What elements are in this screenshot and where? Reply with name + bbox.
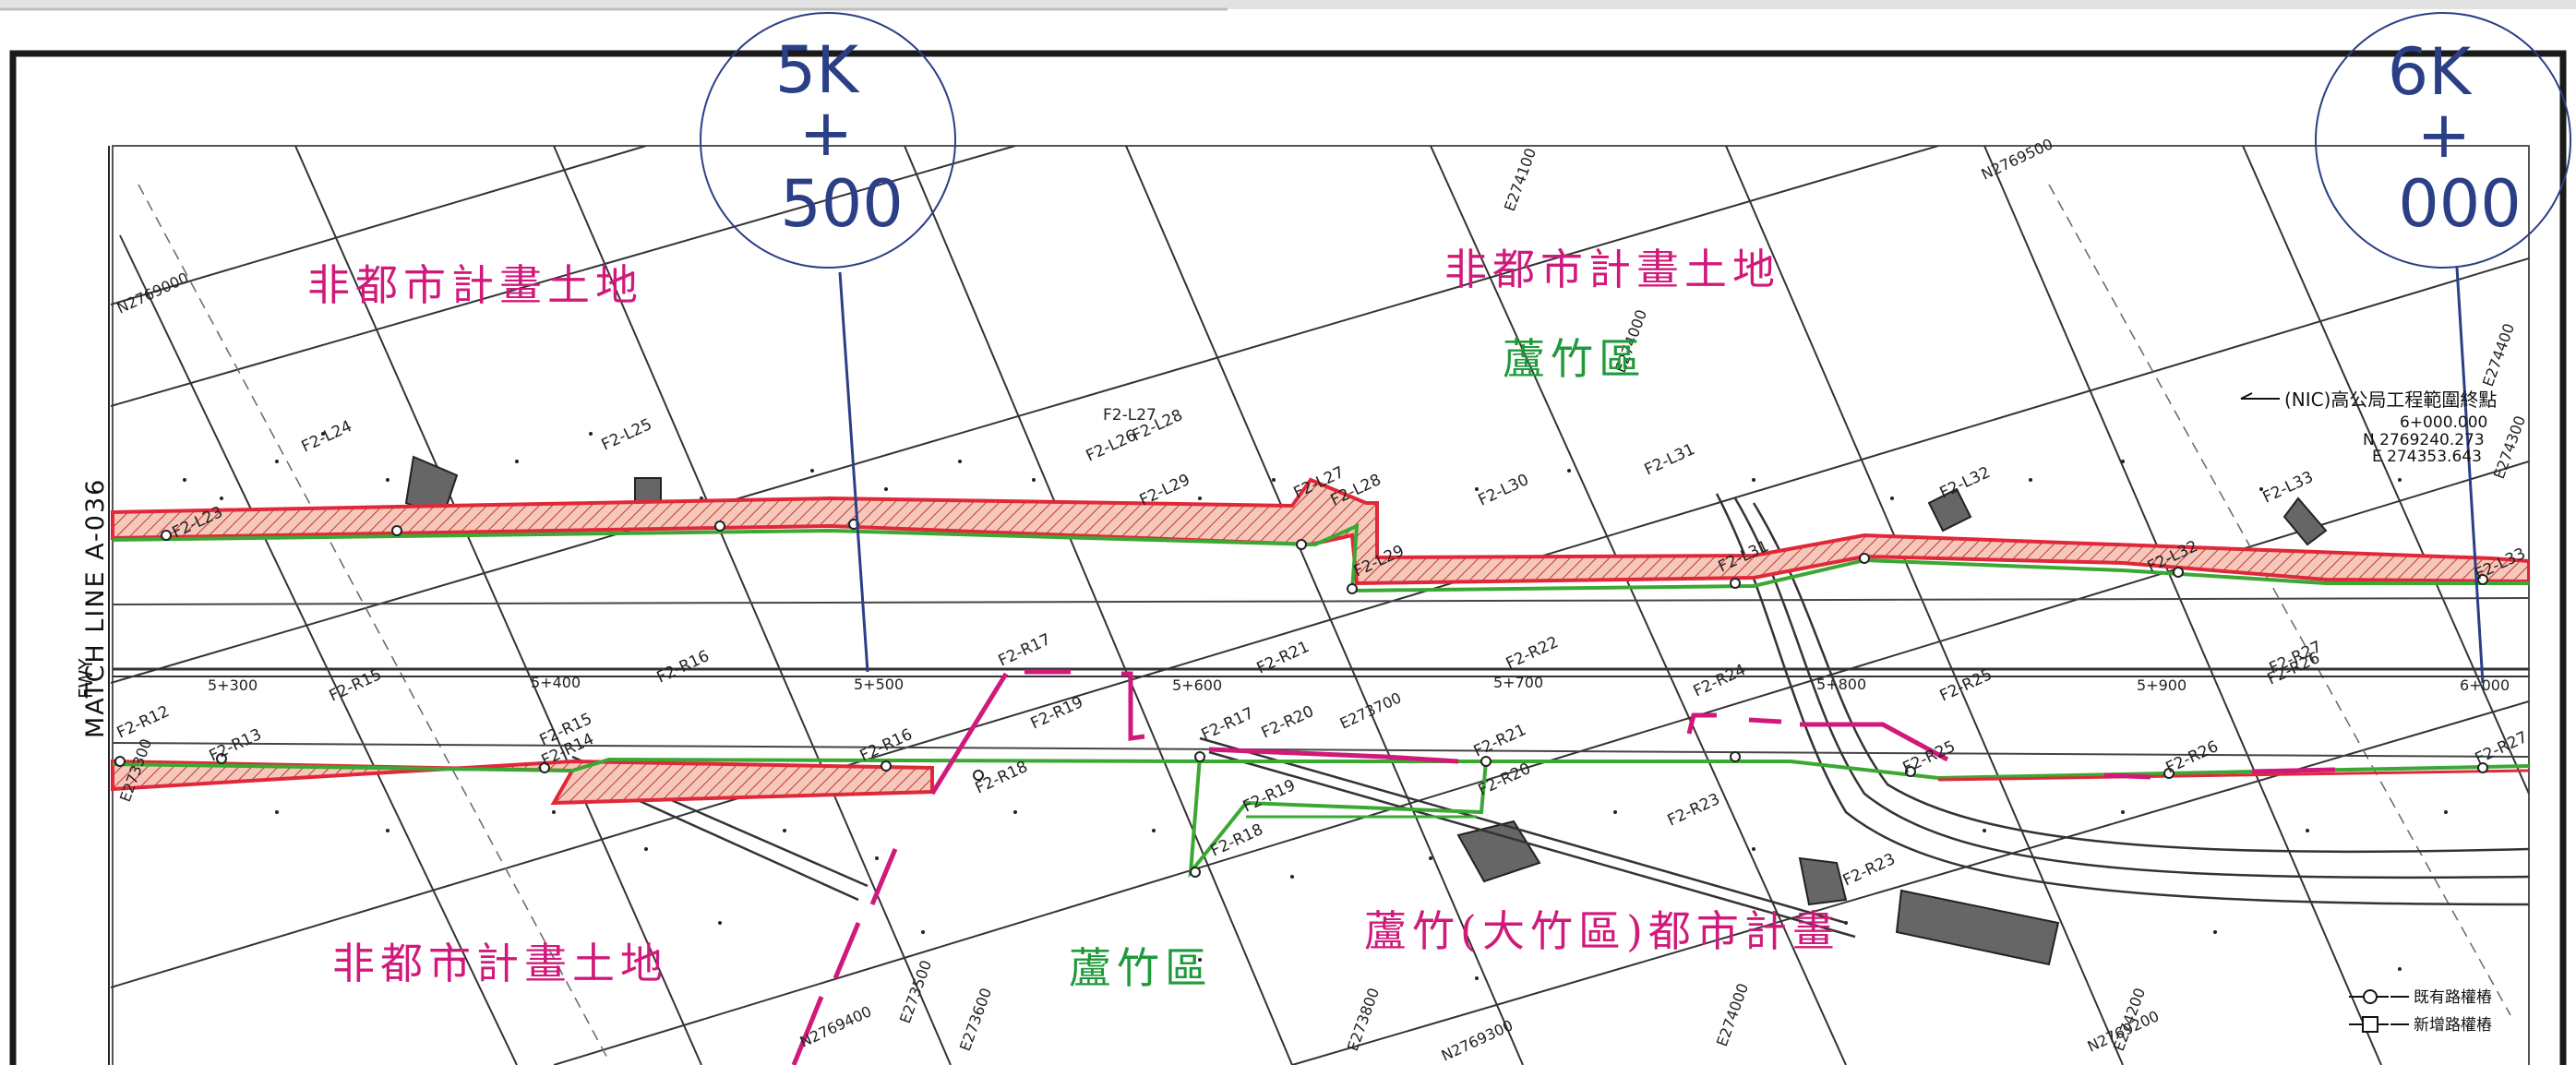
lot-label: F2-R25 — [1900, 737, 1959, 778]
svg-text:5+800: 5+800 — [1816, 676, 1866, 693]
lot-label: F2-R19 — [1028, 693, 1086, 734]
station-mark-5k500: 5K + 500 — [700, 12, 956, 269]
lot-label: F2-R17 — [996, 630, 1054, 671]
svg-text:5+300: 5+300 — [208, 676, 258, 694]
svg-text:5+500: 5+500 — [854, 676, 904, 693]
svg-text:000: 000 — [2398, 166, 2522, 242]
lot-label: F2-R21 — [1471, 721, 1529, 761]
zone-label-urban-plan: 蘆竹(大竹區)都市計畫 — [1364, 906, 1840, 956]
lot-label: F2-R24 — [1691, 661, 1749, 701]
svg-text:E273700: E273700 — [1337, 688, 1405, 732]
lot-label: F2-R23 — [1840, 850, 1899, 891]
legend-item-new: 新增路權樁 — [2349, 1016, 2492, 1035]
lot-label: F2-R16 — [654, 647, 713, 688]
svg-text:N2769000: N2769000 — [114, 269, 191, 317]
lot-label: F2-L25 — [599, 415, 655, 455]
survey-points — [183, 432, 2448, 980]
svg-text:5+400: 5+400 — [531, 674, 581, 691]
station-line-5k500 — [838, 271, 869, 673]
row-markers — [114, 519, 2488, 878]
svg-text:5+700: 5+700 — [1493, 674, 1543, 691]
svg-text:新增路權樁: 新增路權樁 — [2414, 1016, 2492, 1035]
north-lot-labels: F2-L23 F2-L24 F2-L25 F2-L26 F2-L27 F2-L2… — [170, 406, 2529, 584]
svg-text:+: + — [799, 95, 854, 171]
svg-text:5+900: 5+900 — [2137, 676, 2187, 694]
new-marker-icon — [2362, 1016, 2378, 1033]
legend-item-existing: 既有路權樁 — [2349, 988, 2492, 1007]
lot-label: F2-R18 — [973, 758, 1031, 798]
svg-text:500: 500 — [780, 166, 904, 242]
lot-label: F2-R18 — [1208, 820, 1266, 861]
chainage-ticks: 5+300 5+400 5+500 5+600 5+700 5+800 5+90… — [208, 674, 2510, 694]
svg-text:既有路權樁: 既有路權樁 — [2414, 988, 2492, 1007]
lot-label: F2-L31 — [1642, 440, 1698, 480]
zone-label-nonurban-upper-left: 非都市計畫土地 — [307, 260, 643, 310]
lot-label: F2-R23 — [1665, 790, 1723, 831]
sheet-frame — [9, 50, 2567, 1065]
lot-label: F2-R22 — [1504, 633, 1562, 674]
lot-label: F2-L33 — [2260, 468, 2317, 508]
zone-label-nonurban-lower-left: 非都市計畫土地 — [332, 939, 668, 988]
buildings — [404, 455, 2328, 966]
lot-label: F2-R13 — [207, 725, 265, 766]
lot-label: F2-R21 — [1254, 638, 1312, 678]
svg-text:E273600: E273600 — [956, 986, 995, 1053]
scan-strip — [0, 0, 2576, 9]
lot-label: F2-R15 — [327, 665, 385, 706]
coordinate-grid — [111, 146, 2529, 1065]
lot-label: F2-L30 — [1476, 471, 1532, 510]
svg-text:E274300: E274300 — [2490, 413, 2529, 481]
svg-text:5+600: 5+600 — [1172, 676, 1222, 694]
station-mark-6k000: 6K + 000 — [2315, 12, 2571, 269]
svg-text:N 2769240.273: N 2769240.273 — [2363, 431, 2485, 449]
drawing-frame — [112, 145, 2530, 1065]
svg-text:(NIC)高公局工程範圍終點: (NIC)高公局工程範圍終點 — [2284, 389, 2497, 411]
endpoint-note: (NIC)高公局工程範圍終點 6+000.000 N 2769240.273 E… — [2240, 389, 2497, 466]
existing-marker-icon — [2363, 989, 2378, 1004]
svg-text:6+000.000: 6+000.000 — [2400, 413, 2487, 432]
lot-label: F2-R25 — [1937, 665, 1995, 706]
match-line-label: MATCH LINE A-036 — [81, 478, 110, 738]
lot-label: F2-R20 — [1259, 702, 1317, 743]
svg-text:6K: 6K — [2388, 34, 2474, 110]
north-new-boundary — [112, 522, 2529, 593]
lot-label: F2-L32 — [1937, 463, 1994, 503]
lot-label: F2-R27 — [2473, 728, 2531, 769]
north-row-band — [111, 477, 2529, 586]
south-row-band — [111, 759, 934, 806]
lot-label: F2-R19 — [1240, 776, 1299, 817]
fwy-label: FWY — [75, 658, 97, 699]
svg-text:5K: 5K — [775, 32, 861, 108]
lot-label: F2-L27 — [1103, 406, 1156, 425]
svg-text:E274400: E274400 — [2479, 321, 2518, 389]
zone-label-nonurban-upper-right: 非都市計畫土地 — [1444, 245, 1780, 294]
zone-label-luzhu-lower: 蘆竹區 — [1069, 943, 1213, 993]
station-line-6k000 — [2455, 267, 2485, 684]
svg-text:N2769300: N2769300 — [1439, 1016, 1516, 1064]
lot-label: F2-R17 — [1199, 704, 1257, 745]
lot-label: F2-R12 — [114, 702, 173, 743]
svg-text:E273800: E273800 — [1344, 986, 1383, 1053]
svg-text:E274000: E274000 — [1713, 981, 1752, 1048]
legend: 既有路權樁 新增路權樁 — [2349, 988, 2492, 1035]
magenta-boundaries — [791, 669, 2336, 1065]
lot-label: F2-L24 — [299, 417, 355, 457]
svg-text:+: + — [2417, 97, 2472, 173]
zone-label-luzhu-upper: 蘆竹區 — [1503, 334, 1647, 384]
svg-text:6+000: 6+000 — [2460, 676, 2510, 694]
svg-text:E 274353.643: E 274353.643 — [2372, 448, 2482, 466]
ramps — [571, 493, 2529, 939]
svg-text:E274100: E274100 — [1501, 146, 1540, 213]
